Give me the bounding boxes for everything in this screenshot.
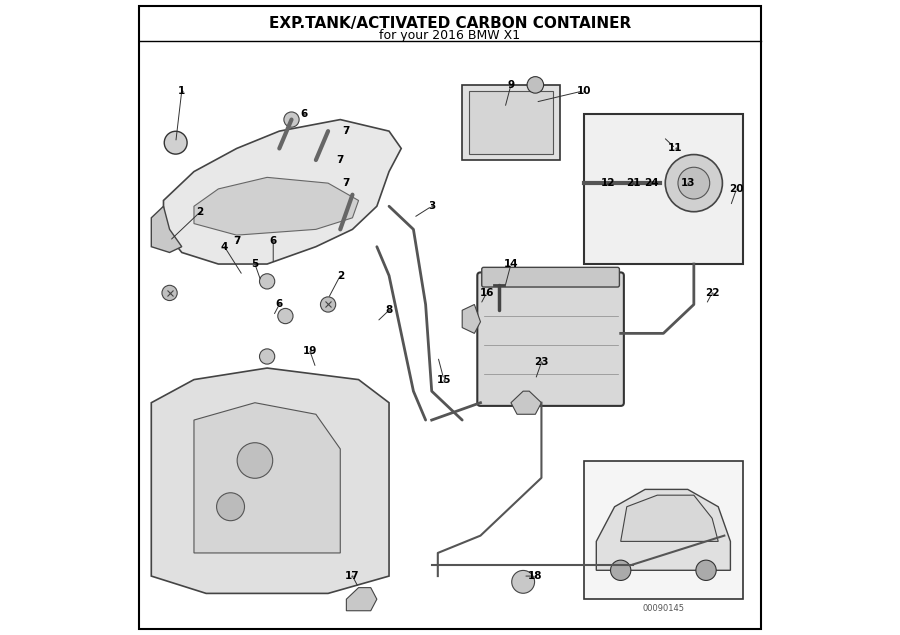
Text: 17: 17: [346, 571, 360, 581]
Text: 2: 2: [196, 207, 203, 217]
Text: 15: 15: [436, 375, 451, 385]
Text: 4: 4: [220, 242, 228, 251]
Polygon shape: [597, 490, 731, 570]
Circle shape: [527, 77, 544, 93]
Text: 12: 12: [601, 178, 616, 188]
Text: EXP.TANK/ACTIVATED CARBON CONTAINER: EXP.TANK/ACTIVATED CARBON CONTAINER: [269, 16, 631, 31]
FancyBboxPatch shape: [463, 85, 560, 160]
Circle shape: [320, 297, 336, 312]
Circle shape: [610, 560, 631, 580]
Polygon shape: [194, 403, 340, 553]
Text: 7: 7: [343, 178, 350, 188]
Circle shape: [217, 493, 245, 521]
Circle shape: [259, 349, 274, 364]
Circle shape: [259, 274, 274, 289]
FancyBboxPatch shape: [584, 460, 742, 599]
Circle shape: [284, 112, 299, 127]
Polygon shape: [511, 391, 542, 414]
Circle shape: [162, 285, 177, 300]
Text: 5: 5: [251, 259, 258, 269]
Circle shape: [512, 570, 535, 593]
Polygon shape: [194, 177, 358, 235]
FancyBboxPatch shape: [482, 267, 619, 287]
Text: 9: 9: [508, 80, 515, 90]
FancyBboxPatch shape: [469, 91, 554, 154]
Text: 8: 8: [385, 305, 392, 315]
Polygon shape: [151, 368, 389, 593]
Polygon shape: [151, 206, 182, 253]
Text: 7: 7: [343, 126, 350, 136]
Text: 00090145: 00090145: [643, 604, 684, 613]
Text: 24: 24: [644, 178, 659, 188]
Text: 7: 7: [337, 155, 344, 165]
FancyBboxPatch shape: [584, 114, 742, 264]
Text: 13: 13: [680, 178, 695, 188]
Text: 22: 22: [705, 288, 719, 298]
Circle shape: [164, 131, 187, 154]
Text: 19: 19: [302, 345, 317, 356]
Text: 7: 7: [233, 236, 240, 246]
Text: 14: 14: [504, 259, 518, 269]
Text: 1: 1: [178, 86, 185, 96]
Text: 16: 16: [480, 288, 494, 298]
Circle shape: [278, 309, 293, 324]
Polygon shape: [164, 119, 401, 264]
Text: 3: 3: [428, 201, 436, 211]
Polygon shape: [463, 304, 481, 333]
Text: 6: 6: [270, 236, 277, 246]
Polygon shape: [346, 587, 377, 611]
Text: 6: 6: [275, 300, 283, 309]
Text: 2: 2: [337, 271, 344, 281]
Circle shape: [678, 167, 710, 199]
Text: for your 2016 BMW X1: for your 2016 BMW X1: [380, 29, 520, 41]
Text: 6: 6: [300, 109, 307, 119]
Text: 10: 10: [577, 86, 591, 96]
Circle shape: [665, 154, 723, 211]
Text: 18: 18: [528, 571, 543, 581]
Circle shape: [237, 443, 273, 478]
Text: 20: 20: [729, 184, 743, 194]
FancyBboxPatch shape: [477, 272, 624, 406]
Circle shape: [696, 560, 716, 580]
Text: 11: 11: [669, 144, 683, 154]
Polygon shape: [621, 495, 718, 542]
Text: 21: 21: [626, 178, 640, 188]
Text: 23: 23: [535, 358, 549, 367]
FancyBboxPatch shape: [139, 6, 761, 629]
